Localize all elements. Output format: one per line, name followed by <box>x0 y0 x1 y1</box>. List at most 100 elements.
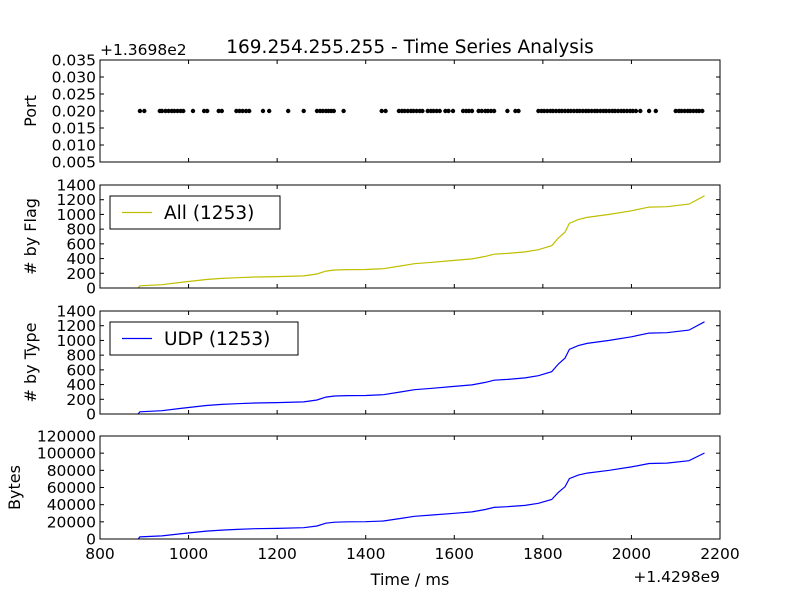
port-point-8 <box>175 108 180 114</box>
port-point-83 <box>589 108 594 114</box>
port-point-23 <box>286 108 291 114</box>
flag-axes-frame <box>99 184 721 289</box>
xtick-label-3: 1400 <box>346 545 385 563</box>
port-point-59 <box>485 108 491 114</box>
port-point-16 <box>234 108 239 114</box>
port-ytick-label-2: 0.015 <box>52 120 96 138</box>
port-ytick-label-6: 0.035 <box>52 52 96 70</box>
port-point-43 <box>420 108 425 114</box>
port-ytick-label-5: 0.030 <box>52 69 96 87</box>
port-y-offset-label: +1.3698e2 <box>100 41 187 59</box>
port-point-62 <box>505 108 510 114</box>
flag-ytick-label-4: 800 <box>66 221 96 239</box>
flag-legend-label: All (1253) <box>164 203 254 224</box>
port-point-17 <box>237 108 242 114</box>
port-point-76 <box>568 108 573 114</box>
port-point-94 <box>621 108 627 114</box>
port-point-13 <box>205 108 210 114</box>
flag-ytick-label-5: 1000 <box>57 206 96 224</box>
port-point-25 <box>314 108 320 114</box>
type-ytick-label-0: 0 <box>86 406 96 424</box>
type-axes-frame <box>99 310 721 415</box>
port-point-38 <box>405 108 410 114</box>
xtick-label-4: 1600 <box>435 545 474 563</box>
port-ytick-label-0: 0.005 <box>52 154 96 172</box>
xtick-label-7: 2200 <box>700 545 739 563</box>
port-point-104 <box>679 108 684 114</box>
x-axis-offset-label: +1.4298e9 <box>633 568 720 586</box>
bytes-ytick-label-5: 100000 <box>37 445 96 463</box>
type-ytick-label-6: 1200 <box>57 317 96 335</box>
port-point-111 <box>700 108 705 114</box>
port-point-65 <box>536 108 541 114</box>
type-series-line-0 <box>137 321 705 415</box>
x-axis-label: Time / ms <box>370 570 450 589</box>
port-point-64 <box>516 108 521 114</box>
port-point-56 <box>476 108 481 114</box>
bytes-ytick-label-1: 20000 <box>47 513 96 531</box>
port-point-99 <box>638 108 643 114</box>
port-point-46 <box>431 108 436 114</box>
port-point-89 <box>607 108 612 114</box>
chart-title: 169.254.255.255 - Time Series Analysis <box>226 37 593 58</box>
port-point-5 <box>166 108 171 114</box>
port-ytick-label-1: 0.010 <box>52 137 96 155</box>
bytes-axes-frame <box>99 435 721 540</box>
xtick-label-5: 1800 <box>523 545 562 563</box>
port-point-24 <box>301 108 306 114</box>
port-point-98 <box>633 108 639 114</box>
port-point-110 <box>697 108 702 114</box>
port-point-80 <box>580 108 585 114</box>
port-point-73 <box>559 108 565 114</box>
flag-ytick-label-3: 600 <box>66 235 96 253</box>
flag-series-line-0 <box>137 195 705 289</box>
type-ytick-label-5: 1000 <box>57 332 96 350</box>
port-point-44 <box>425 108 430 114</box>
port-point-63 <box>513 108 518 114</box>
port-point-101 <box>653 108 658 114</box>
port-point-52 <box>460 108 466 114</box>
port-point-19 <box>243 108 249 114</box>
type-legend-label: UDP (1253) <box>164 329 270 350</box>
port-point-50 <box>446 108 451 114</box>
port-point-12 <box>201 108 207 114</box>
port-point-102 <box>673 108 678 114</box>
port-point-91 <box>612 108 618 114</box>
port-point-68 <box>545 108 550 114</box>
port-point-49 <box>443 108 448 114</box>
port-point-67 <box>542 108 547 114</box>
port-point-82 <box>586 108 591 114</box>
bytes-ytick-label-3: 60000 <box>47 479 96 497</box>
flag-ytick-label-2: 400 <box>66 250 96 268</box>
bytes-ytick-label-0: 0 <box>86 531 96 549</box>
flag-ytick-label-1: 200 <box>66 265 96 283</box>
port-point-60 <box>488 108 494 114</box>
port-point-4 <box>163 108 168 114</box>
port-point-70 <box>550 108 556 114</box>
port-point-0 <box>137 108 143 114</box>
port-point-31 <box>331 108 336 114</box>
xtick-label-2: 1200 <box>257 545 296 563</box>
port-point-27 <box>320 108 325 114</box>
port-point-15 <box>219 108 224 114</box>
port-point-34 <box>383 108 388 114</box>
bytes-ytick-label-6: 120000 <box>37 428 96 446</box>
type-ytick-label-1: 200 <box>66 391 96 409</box>
port-point-97 <box>630 108 635 114</box>
xtick-label-1: 1000 <box>169 545 208 563</box>
port-point-71 <box>553 108 559 114</box>
port-point-51 <box>450 108 456 114</box>
bytes-ytick-label-2: 40000 <box>47 496 96 514</box>
port-point-74 <box>562 108 568 114</box>
port-point-108 <box>691 108 696 114</box>
flag-ytick-label-7: 1400 <box>57 177 96 195</box>
port-point-7 <box>172 108 177 114</box>
xtick-label-0: 800 <box>85 545 115 563</box>
port-point-86 <box>598 108 603 114</box>
type-y-axis-label: # by Type <box>21 323 40 403</box>
